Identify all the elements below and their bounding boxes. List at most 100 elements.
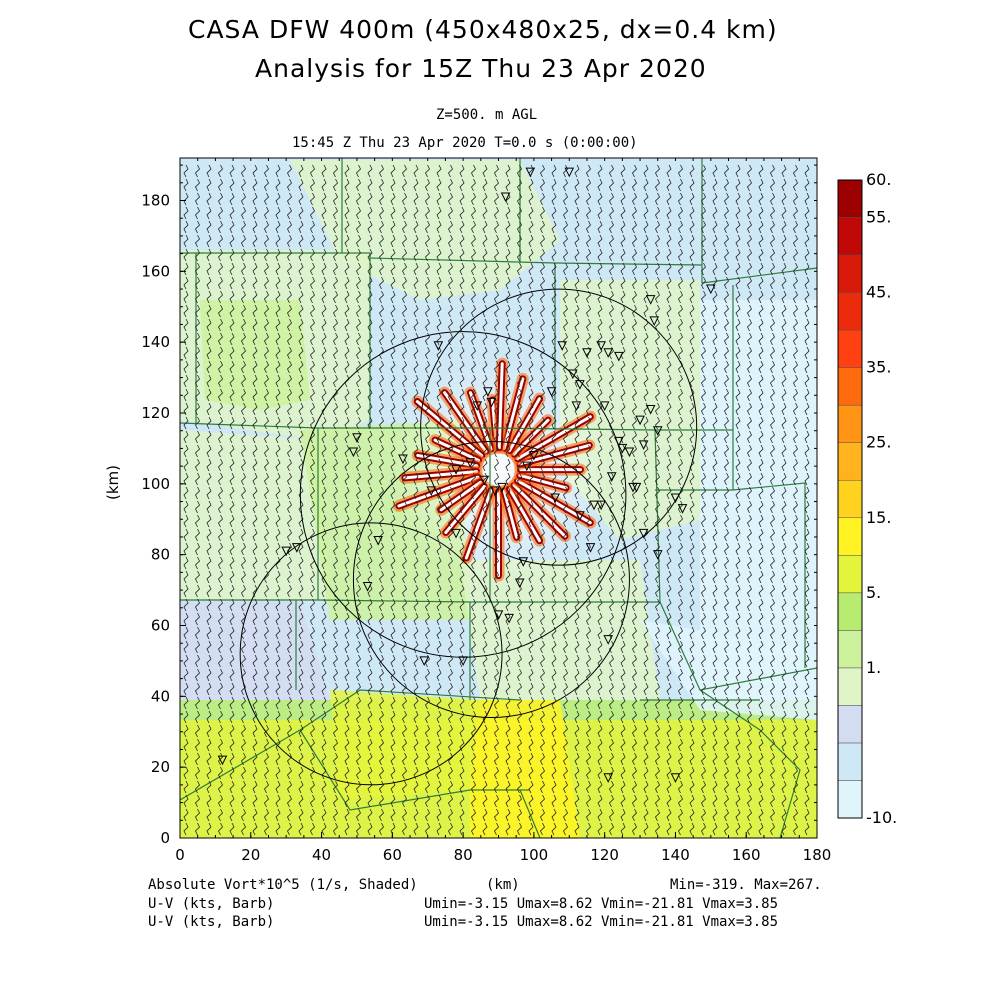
wind-barb <box>494 696 499 710</box>
wind-barb <box>471 808 476 822</box>
wind-barb <box>310 206 315 220</box>
wind-barb <box>241 738 246 752</box>
wind-barb <box>517 248 522 262</box>
wind-barb <box>206 472 212 486</box>
wind-barb <box>195 710 200 724</box>
wind-barb <box>758 276 764 290</box>
wind-barb <box>310 738 315 752</box>
wind-barb <box>229 682 235 696</box>
station-marker <box>645 295 656 305</box>
wind-barb <box>781 276 787 290</box>
wind-barb <box>678 780 683 794</box>
colorbar-swatch <box>837 592 863 631</box>
wind-barb <box>655 654 660 668</box>
wind-barb <box>298 808 304 822</box>
wind-barb <box>724 234 729 248</box>
wind-barb <box>367 388 373 402</box>
wind-barb <box>540 402 545 416</box>
wind-barb <box>298 388 304 402</box>
wind-barb <box>747 220 752 234</box>
wind-barb <box>609 388 614 402</box>
wind-barb <box>517 808 522 822</box>
wind-barb <box>597 584 603 598</box>
wind-barb <box>356 654 361 668</box>
wind-barb <box>195 584 200 598</box>
wind-barb <box>747 794 752 808</box>
wind-barb <box>482 640 488 654</box>
wind-barb <box>229 654 235 668</box>
y-tick-label: 60 <box>151 617 170 635</box>
wind-barb <box>701 248 706 262</box>
wind-barb <box>597 528 603 542</box>
wind-barb <box>218 192 223 206</box>
wind-barb <box>517 626 522 640</box>
vort-streak-core <box>433 438 481 462</box>
wind-barb <box>287 444 292 458</box>
wind-barb <box>781 486 787 500</box>
wind-barb <box>632 304 637 318</box>
wind-barb <box>459 444 465 458</box>
wind-barb <box>218 766 223 780</box>
wind-barb <box>183 290 189 304</box>
wind-barb <box>264 808 269 822</box>
wind-barb <box>218 346 223 360</box>
wind-barb <box>275 164 281 178</box>
wind-barb <box>747 822 752 836</box>
wind-barb <box>793 248 798 262</box>
wind-barb <box>344 752 350 766</box>
wind-barb <box>298 556 304 570</box>
wind-barb <box>206 290 212 304</box>
wind-barb <box>540 500 545 514</box>
wind-barb <box>597 304 603 318</box>
wind-barb <box>206 416 212 430</box>
wind-barb <box>402 556 407 570</box>
wind-barb <box>413 640 419 654</box>
wind-barb <box>229 696 235 710</box>
wind-barb <box>494 318 499 332</box>
wind-barb <box>402 682 407 696</box>
wind-barb <box>287 486 292 500</box>
wind-barb <box>643 262 649 276</box>
wind-barb <box>563 164 568 178</box>
wind-barb <box>321 262 327 276</box>
wind-barb <box>425 346 430 360</box>
wind-barb <box>735 486 741 500</box>
wind-barb <box>804 640 810 654</box>
wind-barb <box>666 808 672 822</box>
vort-streak-core <box>497 362 504 450</box>
wind-barb <box>597 766 603 780</box>
wind-barb <box>586 640 591 654</box>
wind-barb <box>436 668 442 682</box>
wind-barb <box>678 164 683 178</box>
wind-barb <box>183 654 189 668</box>
wind-barb <box>540 472 545 486</box>
station-marker <box>500 192 511 203</box>
wind-barb <box>735 360 741 374</box>
wind-barb <box>264 668 269 682</box>
wind-barb <box>333 332 338 346</box>
wind-barb <box>448 514 453 528</box>
wind-barb <box>655 794 660 808</box>
wind-barb <box>436 430 442 444</box>
wind-barb <box>643 584 649 598</box>
wind-barb <box>689 332 695 346</box>
wind-barb <box>333 808 338 822</box>
wind-barb <box>206 598 212 612</box>
wind-barb <box>275 346 281 360</box>
wind-barb <box>666 556 672 570</box>
wind-barb <box>333 570 338 584</box>
wind-barb <box>551 766 557 780</box>
wind-barb <box>528 416 534 430</box>
wind-barb <box>574 206 580 220</box>
wind-barb <box>563 668 568 682</box>
wind-barb <box>367 640 373 654</box>
wind-barb <box>436 458 442 472</box>
wind-barb <box>436 542 442 556</box>
wind-barb <box>275 542 281 556</box>
wind-barb <box>701 262 706 276</box>
wind-barb <box>390 808 396 822</box>
wind-barb <box>298 766 304 780</box>
wind-barb <box>413 682 419 696</box>
wind-barb <box>735 276 741 290</box>
wind-barb <box>689 318 695 332</box>
